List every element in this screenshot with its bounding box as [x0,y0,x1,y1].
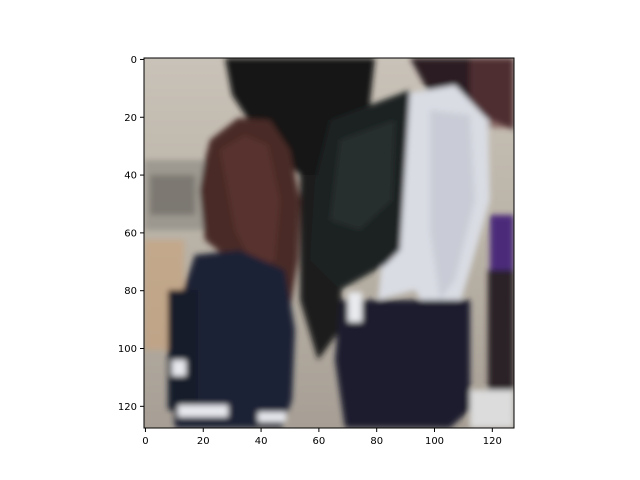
plot-frame [143,57,515,429]
y-tick-label: 20 [124,113,137,124]
x-tick-label: 0 [142,436,148,447]
x-tick-label: 80 [370,436,383,447]
y-tick-label: 80 [124,286,137,297]
x-tick-label: 40 [255,436,268,447]
x-axis: 0 20 40 60 80 100 120 [142,428,502,447]
y-tick-label: 120 [118,402,137,413]
y-axis: 0 20 40 60 80 100 120 [118,55,144,413]
y-tick-label: 40 [124,171,137,182]
x-tick-label: 120 [483,436,502,447]
x-tick-label: 20 [197,436,210,447]
y-tick-label: 60 [124,228,137,239]
photo-image [144,58,514,428]
y-tick-label: 100 [118,344,137,355]
x-tick-label: 60 [313,436,326,447]
y-tick-label: 0 [131,55,137,66]
x-tick-label: 100 [425,436,444,447]
